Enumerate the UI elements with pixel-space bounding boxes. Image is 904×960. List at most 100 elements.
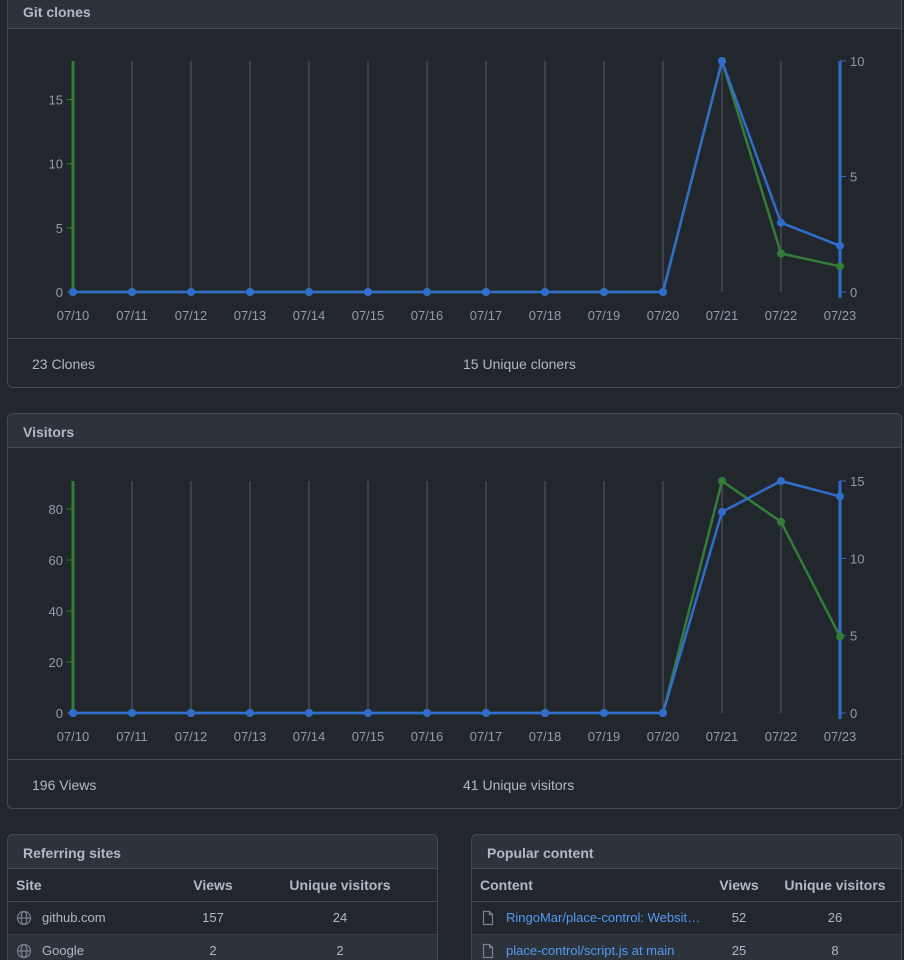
visitors-panel: Visitors 0 20 40 60 80 0 5 10 15 07/10 07/11 07/12 0…: [7, 413, 902, 809]
content-views: 52: [709, 901, 769, 935]
globe-icon: [16, 910, 32, 925]
x-tick-label: 07/16: [411, 729, 444, 744]
left-tick-label: 5: [56, 221, 63, 236]
total-point: [777, 249, 785, 258]
col-views: Views: [183, 869, 243, 902]
x-tick-label: 07/22: [765, 729, 798, 744]
referrer-views: 2: [183, 934, 243, 960]
referrer-unique: 24: [243, 901, 437, 935]
left-tick-label: 0: [56, 706, 63, 721]
content-views: 25: [709, 934, 769, 960]
x-tick-label: 07/17: [470, 729, 503, 744]
unique-point: [482, 709, 490, 717]
col-content: Content: [472, 869, 709, 902]
unique-series-line: [73, 479, 841, 715]
x-tick-label: 07/14: [293, 308, 326, 323]
right-tick-label: 0: [850, 706, 857, 721]
unique-point: [482, 288, 490, 296]
x-tick-label: 07/19: [588, 729, 621, 744]
left-tick-label: 15: [49, 93, 63, 108]
x-tick-label: 07/20: [647, 729, 680, 744]
left-tick-label: 80: [49, 502, 63, 517]
left-tick-label: 40: [49, 604, 63, 619]
git-clones-footer: 23 Clones 15 Unique cloners: [8, 338, 901, 387]
unique-point: [128, 709, 136, 717]
left-tick-label: 20: [49, 655, 63, 670]
referrer-site[interactable]: Google: [42, 943, 84, 958]
popular-content-title: Popular content: [487, 845, 594, 861]
table-row[interactable]: RingoMar/place-control: Website t… 52 26: [472, 901, 901, 935]
total-point: [718, 477, 726, 485]
unique-point: [659, 288, 667, 296]
total-series-line: [73, 479, 842, 715]
unique-point: [836, 241, 844, 250]
right-tick-label: 10: [850, 54, 864, 69]
referrer-views: 157: [183, 901, 243, 935]
table-row[interactable]: Google 2 2: [8, 934, 437, 960]
table-row[interactable]: place-control/script.js at main 25 8: [472, 934, 901, 960]
left-tick-label: 10: [49, 157, 63, 172]
git-clones-panel: Git clones 0 5 10 15 0 5 10 07/10 07/11 07/12 07/1…: [7, 0, 902, 388]
unique-point: [777, 218, 785, 227]
total-point: [836, 632, 844, 641]
unique-point: [836, 492, 844, 501]
col-views: Views: [709, 869, 769, 902]
unique-point: [541, 709, 549, 717]
table-row[interactable]: github.com 157 24: [8, 901, 437, 935]
x-tick-label: 07/15: [352, 308, 385, 323]
content-unique: 8: [769, 934, 901, 960]
referrer-site[interactable]: github.com: [42, 910, 106, 925]
col-unique-visitors: Unique visitors: [243, 869, 437, 902]
left-tick-label: 0: [56, 285, 63, 300]
x-tick-label: 07/11: [116, 729, 148, 744]
unique-point: [246, 288, 254, 296]
referring-sites-header: Referring sites: [8, 835, 437, 869]
x-tick-label: 07/20: [647, 308, 680, 323]
unique-point: [128, 288, 136, 296]
visitors-title: Visitors: [23, 424, 75, 440]
total-series-line: [73, 59, 841, 294]
right-tick-label: 15: [850, 474, 864, 489]
x-tick-label: 07/18: [529, 729, 562, 744]
x-tick-label: 07/19: [588, 308, 621, 323]
views-total: 196 Views: [32, 777, 97, 793]
x-tick-label: 07/11: [116, 308, 148, 323]
right-tick-label: 5: [850, 629, 857, 644]
unique-point: [187, 709, 195, 717]
x-tick-label: 07/10: [57, 308, 90, 323]
unique-point: [718, 57, 726, 65]
right-tick-label: 5: [850, 170, 857, 185]
git-clones-header: Git clones: [8, 0, 901, 29]
col-unique-visitors: Unique visitors: [769, 869, 901, 902]
x-tick-label: 07/14: [293, 729, 326, 744]
unique-visitors: 41 Unique visitors: [463, 777, 575, 793]
referring-sites-table: Site Views Unique visitors github.com 15…: [8, 869, 437, 960]
unique-point: [777, 477, 785, 485]
unique-point: [364, 288, 372, 296]
unique-point: [541, 288, 549, 296]
unique-point: [364, 709, 372, 717]
x-tick-label: 07/12: [175, 729, 208, 744]
referring-sites-panel: Referring sites Site Views Unique visito…: [7, 834, 438, 960]
x-tick-label: 07/13: [234, 308, 267, 323]
clones-total: 23 Clones: [32, 356, 96, 372]
git-clones-title: Git clones: [23, 4, 91, 20]
unique-point: [423, 288, 431, 296]
x-tick-label: 07/17: [470, 308, 503, 323]
x-tick-label: 07/21: [706, 729, 739, 744]
unique-point: [69, 288, 77, 296]
x-tick-label: 07/23: [824, 308, 857, 323]
globe-icon: [16, 943, 32, 958]
referring-sites-title: Referring sites: [23, 845, 122, 861]
x-tick-label: 07/10: [57, 729, 90, 744]
x-tick-label: 07/18: [529, 308, 562, 323]
unique-cloners: 15 Unique cloners: [463, 356, 576, 372]
content-unique: 26: [769, 901, 901, 935]
unique-point: [187, 288, 195, 296]
x-tick-label: 07/15: [352, 729, 385, 744]
popular-content-header: Popular content: [472, 835, 901, 869]
content-link[interactable]: place-control/script.js at main: [506, 943, 675, 958]
unique-series-line: [73, 59, 841, 294]
x-tick-label: 07/21: [706, 308, 739, 323]
content-link[interactable]: RingoMar/place-control: Website t…: [506, 910, 701, 925]
